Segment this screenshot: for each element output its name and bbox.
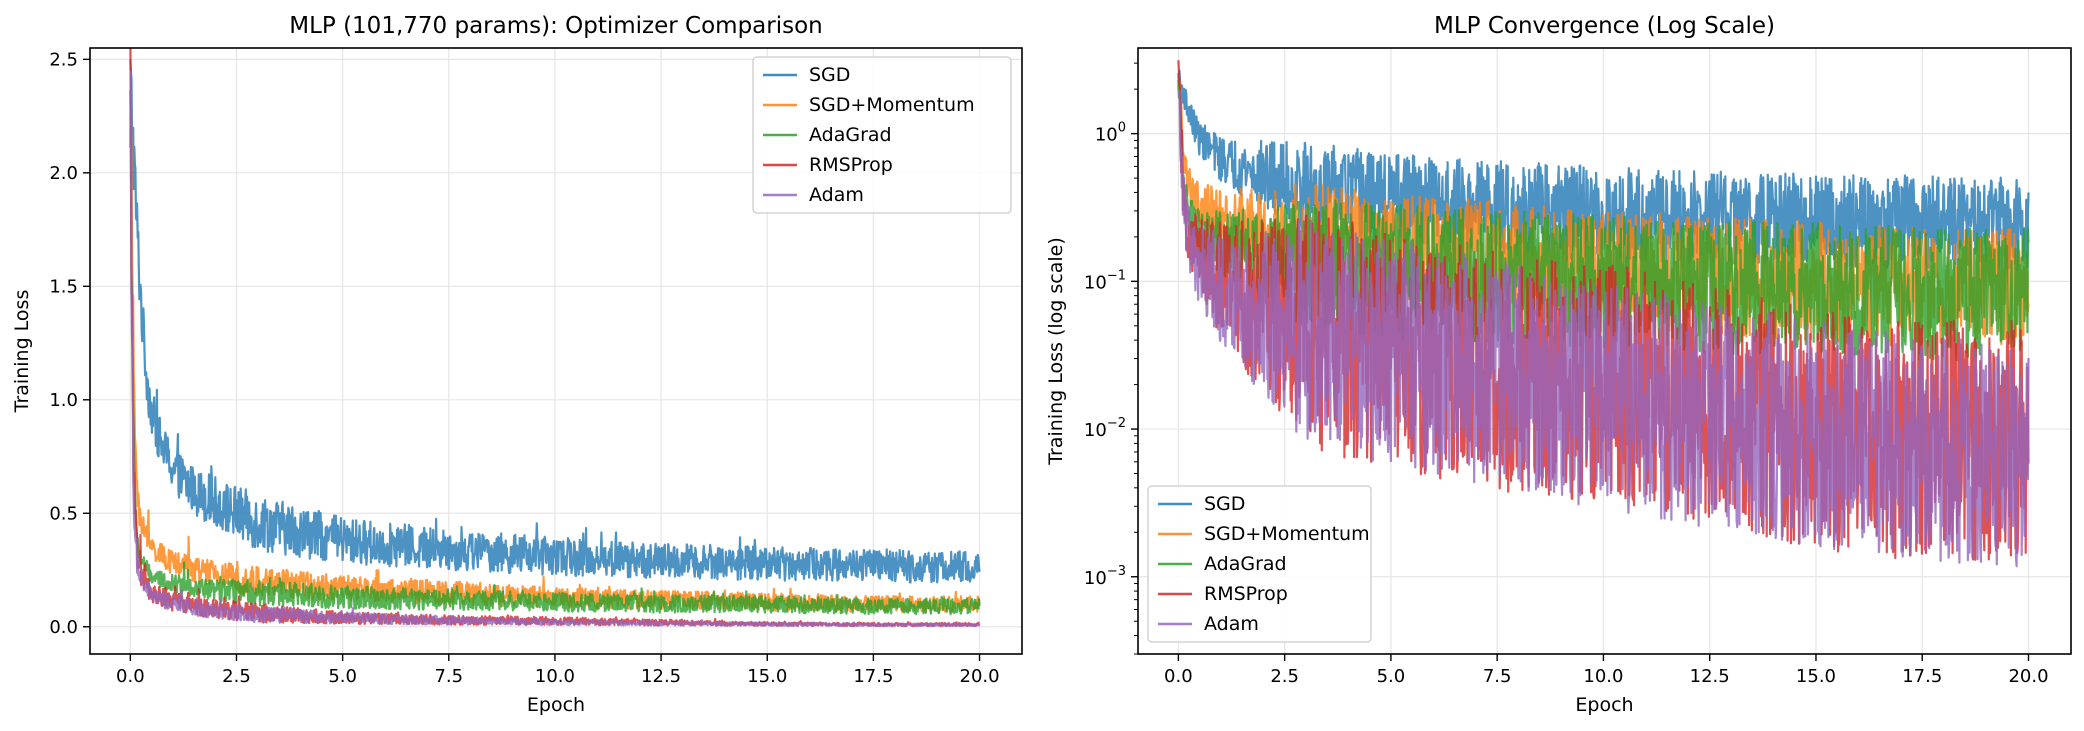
axes-frame (1137, 47, 2072, 655)
x-tick-label: 5.0 (328, 666, 357, 687)
x-tick-label: 2.5 (222, 666, 251, 687)
series-line-adam (1177, 89, 2030, 568)
legend-label: SGD+Momentum (1204, 523, 1370, 545)
y-tick-label: 10−3 (1084, 564, 1126, 589)
y-axis-label: Training Loss (11, 290, 33, 414)
legend-label: RMSProp (1204, 583, 1288, 605)
y-tick-label: 0.0 (49, 617, 78, 638)
x-tick-label: 15.0 (747, 666, 787, 687)
x-tick-label: 17.5 (1902, 666, 1942, 687)
y-tick-label: 2.0 (49, 163, 78, 184)
x-axis-label: Epoch (527, 694, 585, 716)
x-axis-label: Epoch (1575, 694, 1633, 716)
legend: SGD SGD+Momentum AdaGrad RMSProp Adam (1147, 485, 1372, 643)
x-tick-label: 10.0 (1583, 666, 1623, 687)
legend-box (752, 56, 1012, 214)
x-tick-label: 0.0 (116, 666, 145, 687)
chart-linear-loss: 0.0 2.5 5.0 7.5 10.0 12.5 15.0 17.5 20.0 0.0 0.5 1.… (11, 13, 1023, 716)
series-group (129, 48, 981, 628)
x-tick-label: 20.0 (960, 666, 1000, 687)
x-tick-label: 7.5 (1483, 666, 1512, 687)
series-line-adagrad (129, 89, 981, 616)
axes-frame (89, 47, 1023, 655)
y-tick-label: 0.5 (49, 503, 78, 524)
x-tick-label: 7.5 (434, 666, 463, 687)
legend-label: AdaGrad (1204, 553, 1287, 575)
y-tick-label: 100 (1095, 121, 1126, 146)
legend-label: Adam (1204, 613, 1259, 635)
y-tick-label: 1.0 (49, 390, 78, 411)
legend-label: SGD (809, 64, 850, 86)
series-line-sgd (129, 59, 981, 584)
legend-label: AdaGrad (809, 124, 892, 146)
legend: SGD SGD+Momentum AdaGrad RMSProp Adam (752, 56, 1012, 214)
y-tick-label: 1.5 (49, 276, 78, 297)
x-tick-label: 2.5 (1270, 666, 1299, 687)
x-tick-label: 5.0 (1377, 666, 1406, 687)
chart-title: MLP Convergence (Log Scale) (1434, 13, 1775, 39)
y-tick-label: 10−1 (1084, 268, 1126, 293)
y-axis-label: Training Loss (log scale) (1045, 237, 1067, 466)
series-group (1177, 60, 2030, 568)
x-tick-label: 10.0 (535, 666, 575, 687)
x-tick-label: 15.0 (1796, 666, 1836, 687)
series-line-adam (129, 70, 981, 628)
y-tick-label: 2.5 (49, 49, 78, 70)
legend-label: SGD (1204, 493, 1245, 515)
legend-label: SGD+Momentum (809, 94, 975, 116)
legend-box (1147, 485, 1372, 643)
y-tick-label: 10−2 (1084, 416, 1126, 441)
x-tick-label: 0.0 (1164, 666, 1193, 687)
chart-log-loss: 0.0 2.5 5.0 7.5 10.0 12.5 15.0 17.5 20.0 100 10−1 1… (1045, 13, 2072, 716)
legend-label: RMSProp (809, 154, 893, 176)
chart-title: MLP (101,770 params): Optimizer Comparis… (289, 13, 823, 39)
x-tick-label: 12.5 (641, 666, 681, 687)
legend-label: Adam (809, 184, 864, 206)
x-tick-label: 12.5 (1690, 666, 1730, 687)
x-tick-label: 20.0 (2008, 666, 2048, 687)
x-tick-label: 17.5 (853, 666, 893, 687)
